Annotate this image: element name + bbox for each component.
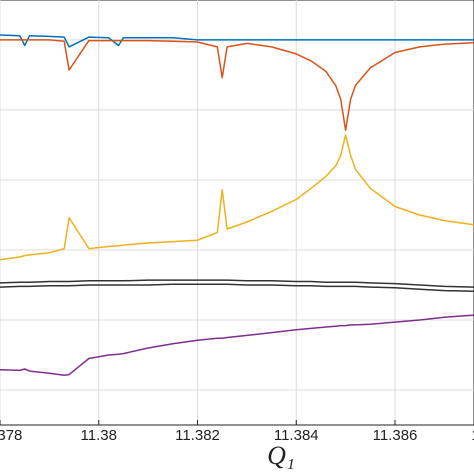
series-line (0, 314, 474, 377)
series-line (0, 34, 474, 48)
series-line (0, 134, 474, 261)
series-line (0, 283, 474, 293)
series-group (0, 34, 474, 377)
x-tick-label: 11.378 (0, 427, 22, 444)
plot-area (0, 0, 474, 426)
x-tick-label: 11.388 (471, 427, 474, 444)
series-line (0, 279, 474, 288)
x-axis-label: Q₁ (267, 441, 295, 470)
x-tick-label: 11.38 (81, 427, 117, 444)
x-tick-label: 11.382 (175, 427, 220, 444)
x-axis: 11.378 11.38 11.382 11.384 11.386 11.388 (0, 420, 474, 444)
x-tick-label: 11.386 (373, 427, 418, 444)
series-line (0, 39, 474, 131)
x-tick-label: 11.384 (274, 427, 319, 444)
